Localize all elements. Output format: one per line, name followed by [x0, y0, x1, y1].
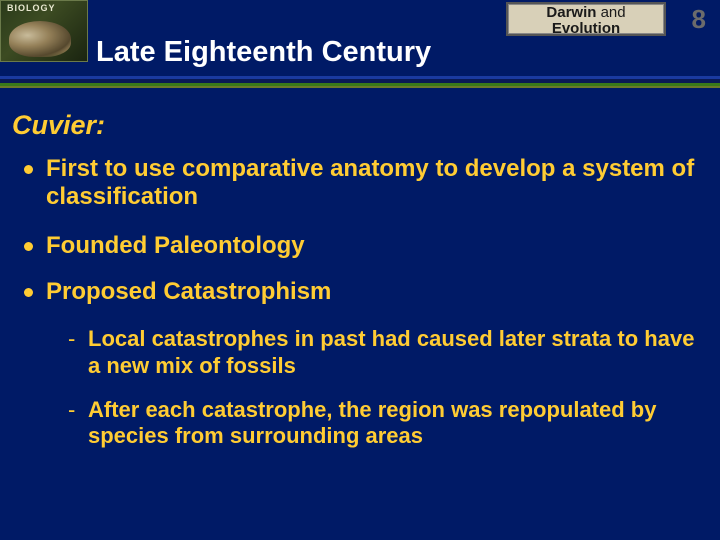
bullet-item: Proposed Catastrophism — [18, 278, 702, 306]
slide: BIOLOGY Darwin and Evolution 8 Late Eigh… — [0, 0, 720, 540]
textbook-label: BIOLOGY — [7, 3, 56, 13]
bullet-text: First to use comparative anatomy to deve… — [46, 155, 694, 210]
content-area: Cuvier: First to use comparative anatomy… — [0, 96, 720, 468]
bullet-item: First to use comparative anatomy to deve… — [18, 155, 702, 212]
slide-title: Late Eighteenth Century — [96, 36, 431, 69]
page-number: 8 — [692, 4, 706, 35]
bullet-item: Founded Paleontology — [18, 232, 702, 260]
textbook-art — [9, 21, 71, 57]
textbook-logo: BIOLOGY — [0, 0, 88, 62]
chapter-line-2: Evolution — [508, 21, 664, 37]
sub-bullet-item: - Local catastrophes in past had caused … — [12, 326, 700, 379]
chapter-word-darwin: Darwin — [546, 4, 596, 21]
sub-bullet-text: Local catastrophes in past had caused la… — [88, 326, 694, 377]
sub-bullet-item: - After each catastrophe, the region was… — [12, 397, 700, 450]
bullet-text: Founded Paleontology — [46, 232, 305, 259]
chapter-line-1: Darwin and — [508, 5, 664, 21]
dash-icon: - — [68, 397, 75, 423]
dash-icon: - — [68, 326, 75, 352]
rule-olive — [0, 86, 720, 88]
chapter-box: Darwin and Evolution — [506, 2, 666, 36]
banner: BIOLOGY Darwin and Evolution 8 Late Eigh… — [0, 0, 720, 76]
section-heading: Cuvier: — [12, 110, 708, 141]
sub-bullet-text: After each catastrophe, the region was r… — [88, 397, 656, 448]
divider-rules — [0, 76, 720, 88]
chapter-word-and: and — [601, 4, 626, 21]
bullet-text: Proposed Catastrophism — [46, 278, 331, 305]
